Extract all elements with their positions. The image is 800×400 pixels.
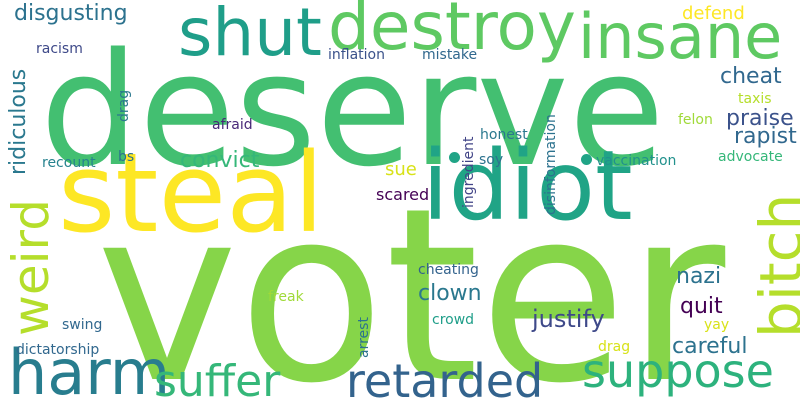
word-defend: defend — [682, 3, 745, 24]
word-sue: sue — [385, 159, 417, 180]
word-suppose: suppose — [582, 344, 774, 398]
dot-mark — [581, 154, 592, 165]
word-ingredient: drag — [116, 89, 132, 122]
word-inflation: inflation — [328, 47, 385, 63]
word-scared: scared — [376, 185, 430, 204]
word-praise: praise — [726, 106, 794, 131]
word-disinformation: ingredient — [461, 136, 477, 208]
word-steal: steal — [58, 129, 325, 257]
word-bitch: bitch — [747, 193, 800, 338]
word-freak: freak — [268, 289, 304, 305]
word-quit: quit — [680, 294, 723, 319]
word-deserve: deserve — [40, 19, 665, 201]
dot-mark — [449, 152, 460, 163]
word-retarded: retarded — [346, 354, 544, 400]
word-racism: racism — [36, 41, 83, 57]
word-felon: felon — [678, 112, 713, 128]
word-drag: drag — [598, 339, 631, 355]
word-arrest: disinformation — [543, 114, 559, 215]
word-clown: clown — [418, 281, 482, 306]
word-disgusting: disgusting — [14, 1, 128, 26]
word-dictatorship: dictatorship — [16, 342, 100, 358]
word-recount: recount — [42, 155, 96, 171]
word-convict: convict — [180, 148, 260, 173]
word-mistake: mistake — [422, 47, 478, 63]
word-ridiculous: ridiculous — [6, 68, 31, 175]
word-soy: soy — [479, 152, 504, 168]
word-harm: harm — [8, 336, 171, 400]
word-crowd: crowd — [432, 312, 475, 328]
word-weird: weird — [2, 199, 60, 336]
word-destroy: destroy — [328, 0, 576, 65]
word-vaccination: vaccination — [596, 153, 677, 169]
word-bs: bs — [118, 149, 135, 165]
word-honest: honest — [480, 127, 528, 143]
word-shut: shut — [178, 0, 322, 71]
word-cheating: cheating — [418, 262, 479, 278]
word-suffer: suffer — [154, 356, 281, 400]
word-swing: swing — [62, 317, 103, 333]
word-cheat: cheat — [720, 64, 782, 89]
word-insane: insane — [578, 0, 783, 73]
word-yay: yay — [704, 317, 730, 333]
word-afraid: afraid — [212, 117, 253, 133]
word-taxis: taxis — [738, 91, 772, 107]
word-rapist: rapist — [734, 124, 797, 149]
word-justify: justify — [532, 305, 605, 333]
word-nazi: nazi — [676, 264, 722, 289]
word-investigate: arrest — [356, 317, 372, 358]
word-careful: careful — [672, 334, 748, 359]
word-advocate: advocate — [718, 149, 783, 165]
word-voter: voter — [96, 156, 726, 400]
